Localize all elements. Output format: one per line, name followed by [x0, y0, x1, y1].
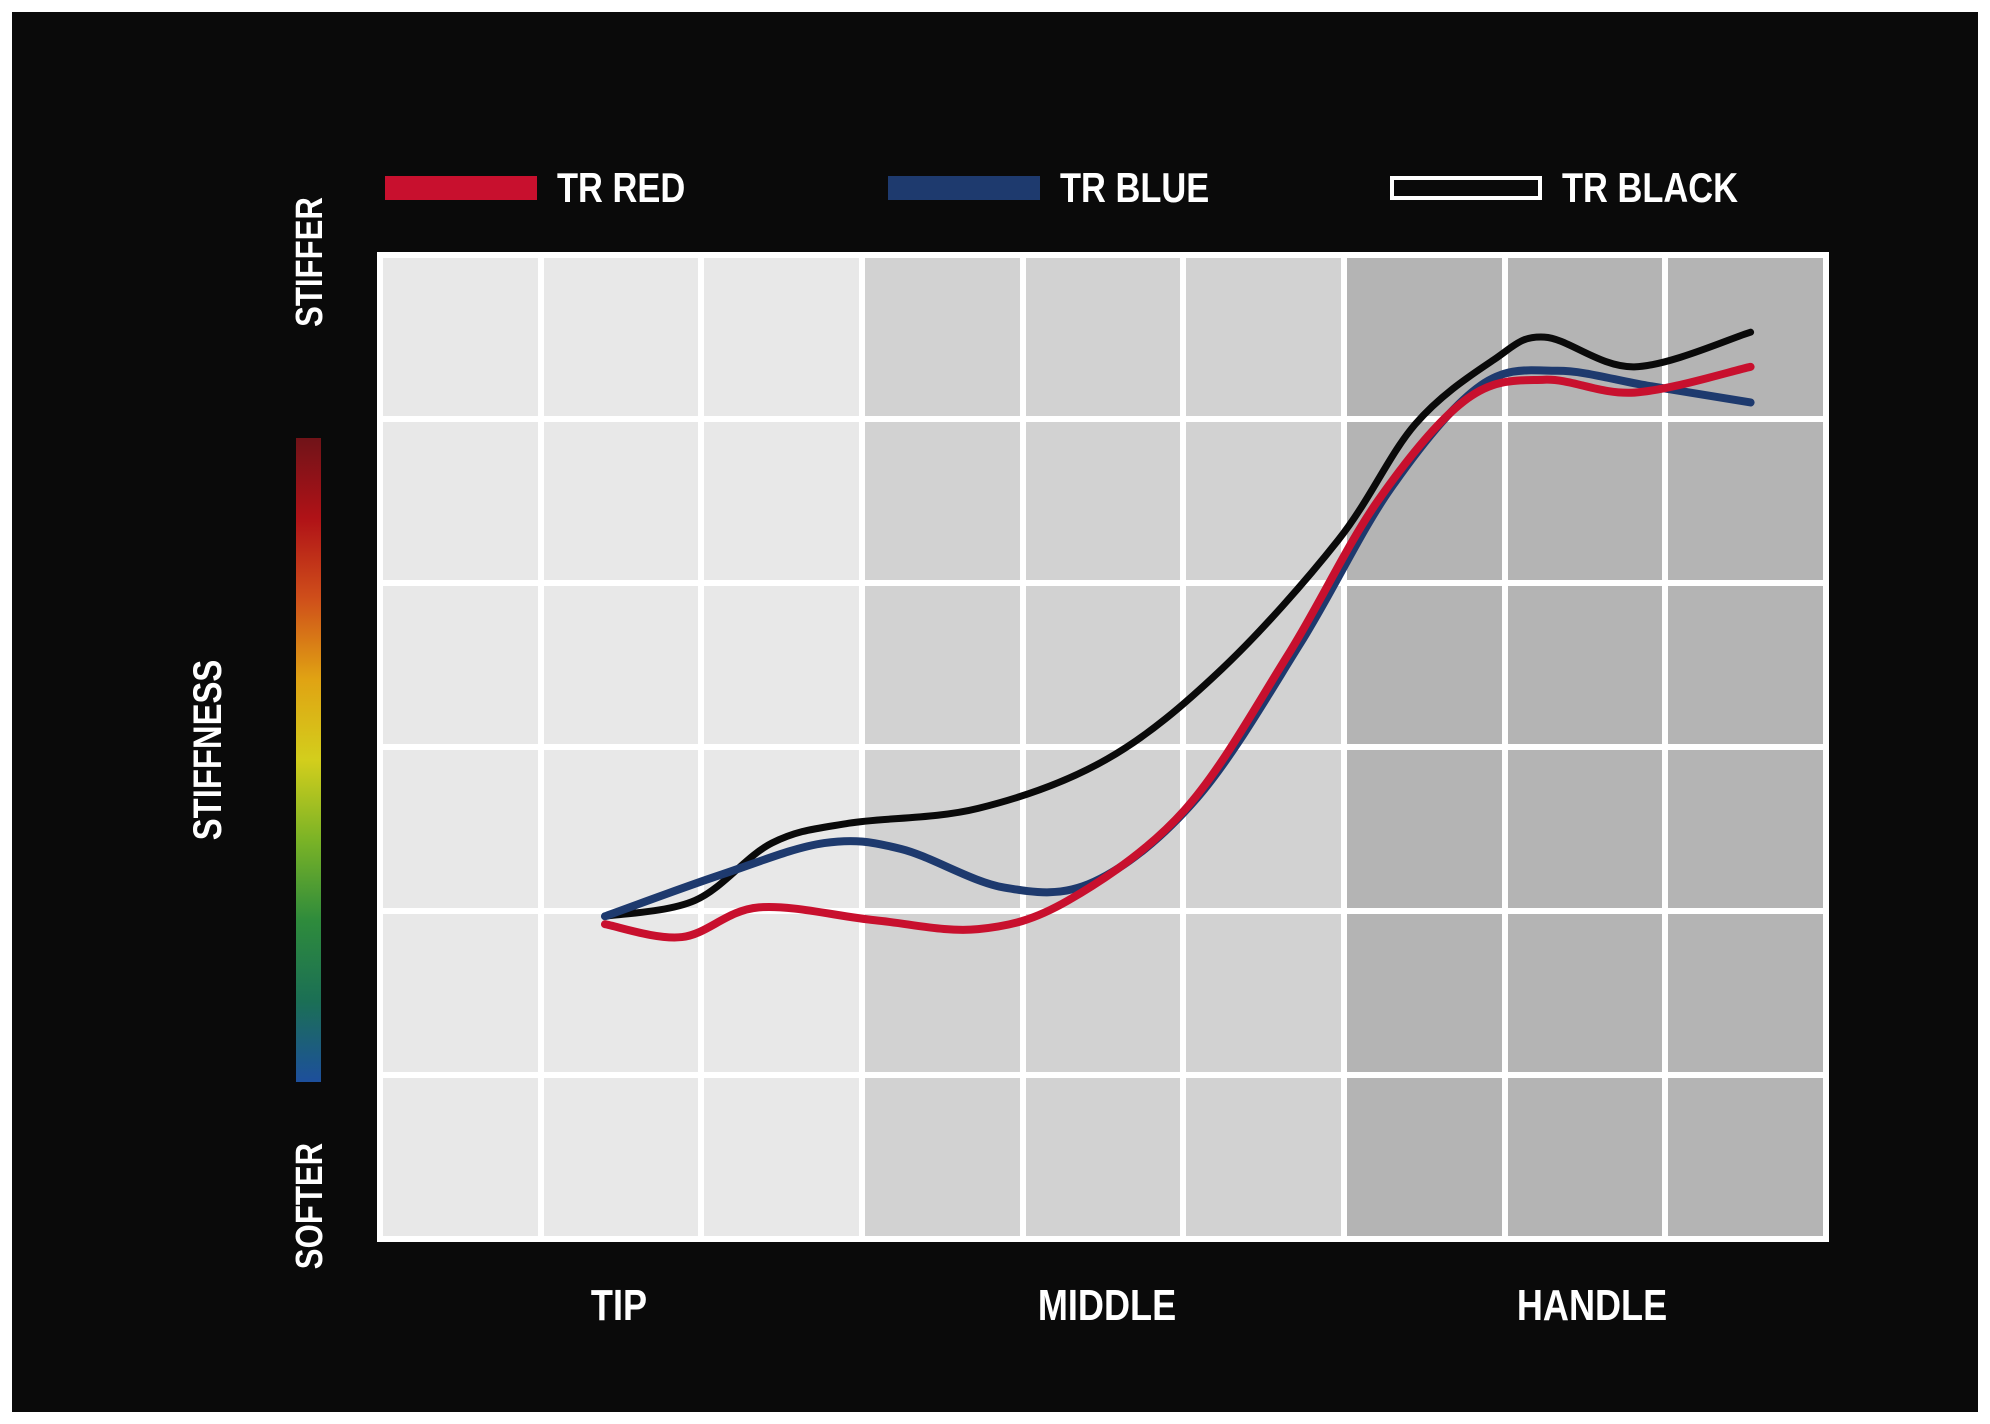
- grid-cell: [383, 586, 538, 744]
- x-axis-label-text: HANDLE: [1517, 1281, 1668, 1330]
- stiffness-gradient-bar: [296, 438, 321, 1082]
- curves-svg: [377, 252, 1829, 1242]
- legend-swatch: [1390, 176, 1542, 200]
- grid-cell: [865, 1078, 1020, 1236]
- grid-cell: [1507, 750, 1663, 908]
- legend-label: TR BLACK: [1562, 167, 1777, 209]
- grid-cell: [1347, 750, 1502, 908]
- y-axis-title: STIFFNESS: [186, 640, 230, 860]
- grid-cell: [1507, 914, 1663, 1072]
- grid-cell: [383, 1078, 538, 1236]
- x-axis-labels: TIP MIDDLE HANDLE: [377, 1284, 1829, 1344]
- y-axis-bottom-label: SOFTER: [289, 1129, 331, 1283]
- grid-cell: [543, 258, 699, 416]
- grid-cell: [383, 914, 538, 1072]
- grid-cell: [1347, 586, 1502, 744]
- grid-cell: [543, 422, 699, 580]
- grid-cell: [1025, 422, 1181, 580]
- grid-cell: [704, 586, 859, 744]
- grid-cell: [1507, 586, 1663, 744]
- plot-area: [377, 252, 1829, 1242]
- grid-cell: [543, 1078, 699, 1236]
- x-axis-label-middle: MIDDLE: [1023, 1284, 1192, 1328]
- legend-swatch: [385, 176, 537, 200]
- grid-cell: [704, 422, 859, 580]
- y-axis-bottom-label-text: SOFTER: [289, 1142, 331, 1270]
- grid-cell: [865, 258, 1020, 416]
- x-axis-label-handle: HANDLE: [1501, 1284, 1684, 1328]
- grid-cell: [1186, 422, 1341, 580]
- grid-cell: [865, 422, 1020, 580]
- legend-item-tr-black: TR BLACK: [1390, 166, 1777, 210]
- grid-cell: [865, 586, 1020, 744]
- grid-cell: [1186, 914, 1341, 1072]
- grid-cell: [1347, 1078, 1502, 1236]
- series-line-tr-red: [605, 367, 1751, 938]
- y-axis-title-text: STIFFNESS: [186, 659, 230, 841]
- x-axis-label-text: TIP: [591, 1281, 648, 1330]
- legend: TR RED TR BLUE TR BLACK: [377, 166, 1829, 210]
- grid-cell: [543, 586, 699, 744]
- x-axis-label-tip: TIP: [585, 1284, 653, 1328]
- grid-cell: [1025, 1078, 1181, 1236]
- grid-cell: [1668, 586, 1823, 744]
- legend-label: TR BLUE: [1060, 167, 1242, 209]
- grid-cell: [1025, 586, 1181, 744]
- grid-cell: [1186, 258, 1341, 416]
- grid-cell: [383, 258, 538, 416]
- grid-cell: [1507, 1078, 1663, 1236]
- legend-label-text: TR BLACK: [1562, 164, 1739, 211]
- grid-cell: [704, 258, 859, 416]
- legend-item-tr-blue: TR BLUE: [888, 166, 1242, 210]
- grid-cell: [704, 1078, 859, 1236]
- legend-swatch: [888, 176, 1040, 200]
- grid-cell: [383, 750, 538, 908]
- y-axis-top-label: STIFFER: [289, 183, 331, 341]
- grid-cell: [1668, 750, 1823, 908]
- grid-cell: [543, 750, 699, 908]
- legend-item-tr-red: TR RED: [385, 166, 713, 210]
- grid-cell: [1668, 1078, 1823, 1236]
- grid-cell: [1186, 1078, 1341, 1236]
- y-axis-top-label-text: STIFFER: [289, 197, 331, 327]
- legend-label-text: TR BLUE: [1060, 164, 1210, 211]
- grid-cell: [865, 914, 1020, 1072]
- legend-label-text: TR RED: [557, 164, 686, 211]
- grid-cell: [1025, 914, 1181, 1072]
- grid-cell: [383, 422, 538, 580]
- grid-cell: [1347, 914, 1502, 1072]
- series-line-tr-black: [605, 332, 1751, 916]
- grid-cell: [1668, 914, 1823, 1072]
- grid-cell: [1668, 422, 1823, 580]
- x-axis-label-text: MIDDLE: [1038, 1281, 1177, 1330]
- grid-cell: [1507, 422, 1663, 580]
- legend-label: TR RED: [557, 167, 713, 209]
- grid-cell: [704, 914, 859, 1072]
- grid-cell: [1025, 258, 1181, 416]
- series-line-tr-blue: [605, 370, 1751, 916]
